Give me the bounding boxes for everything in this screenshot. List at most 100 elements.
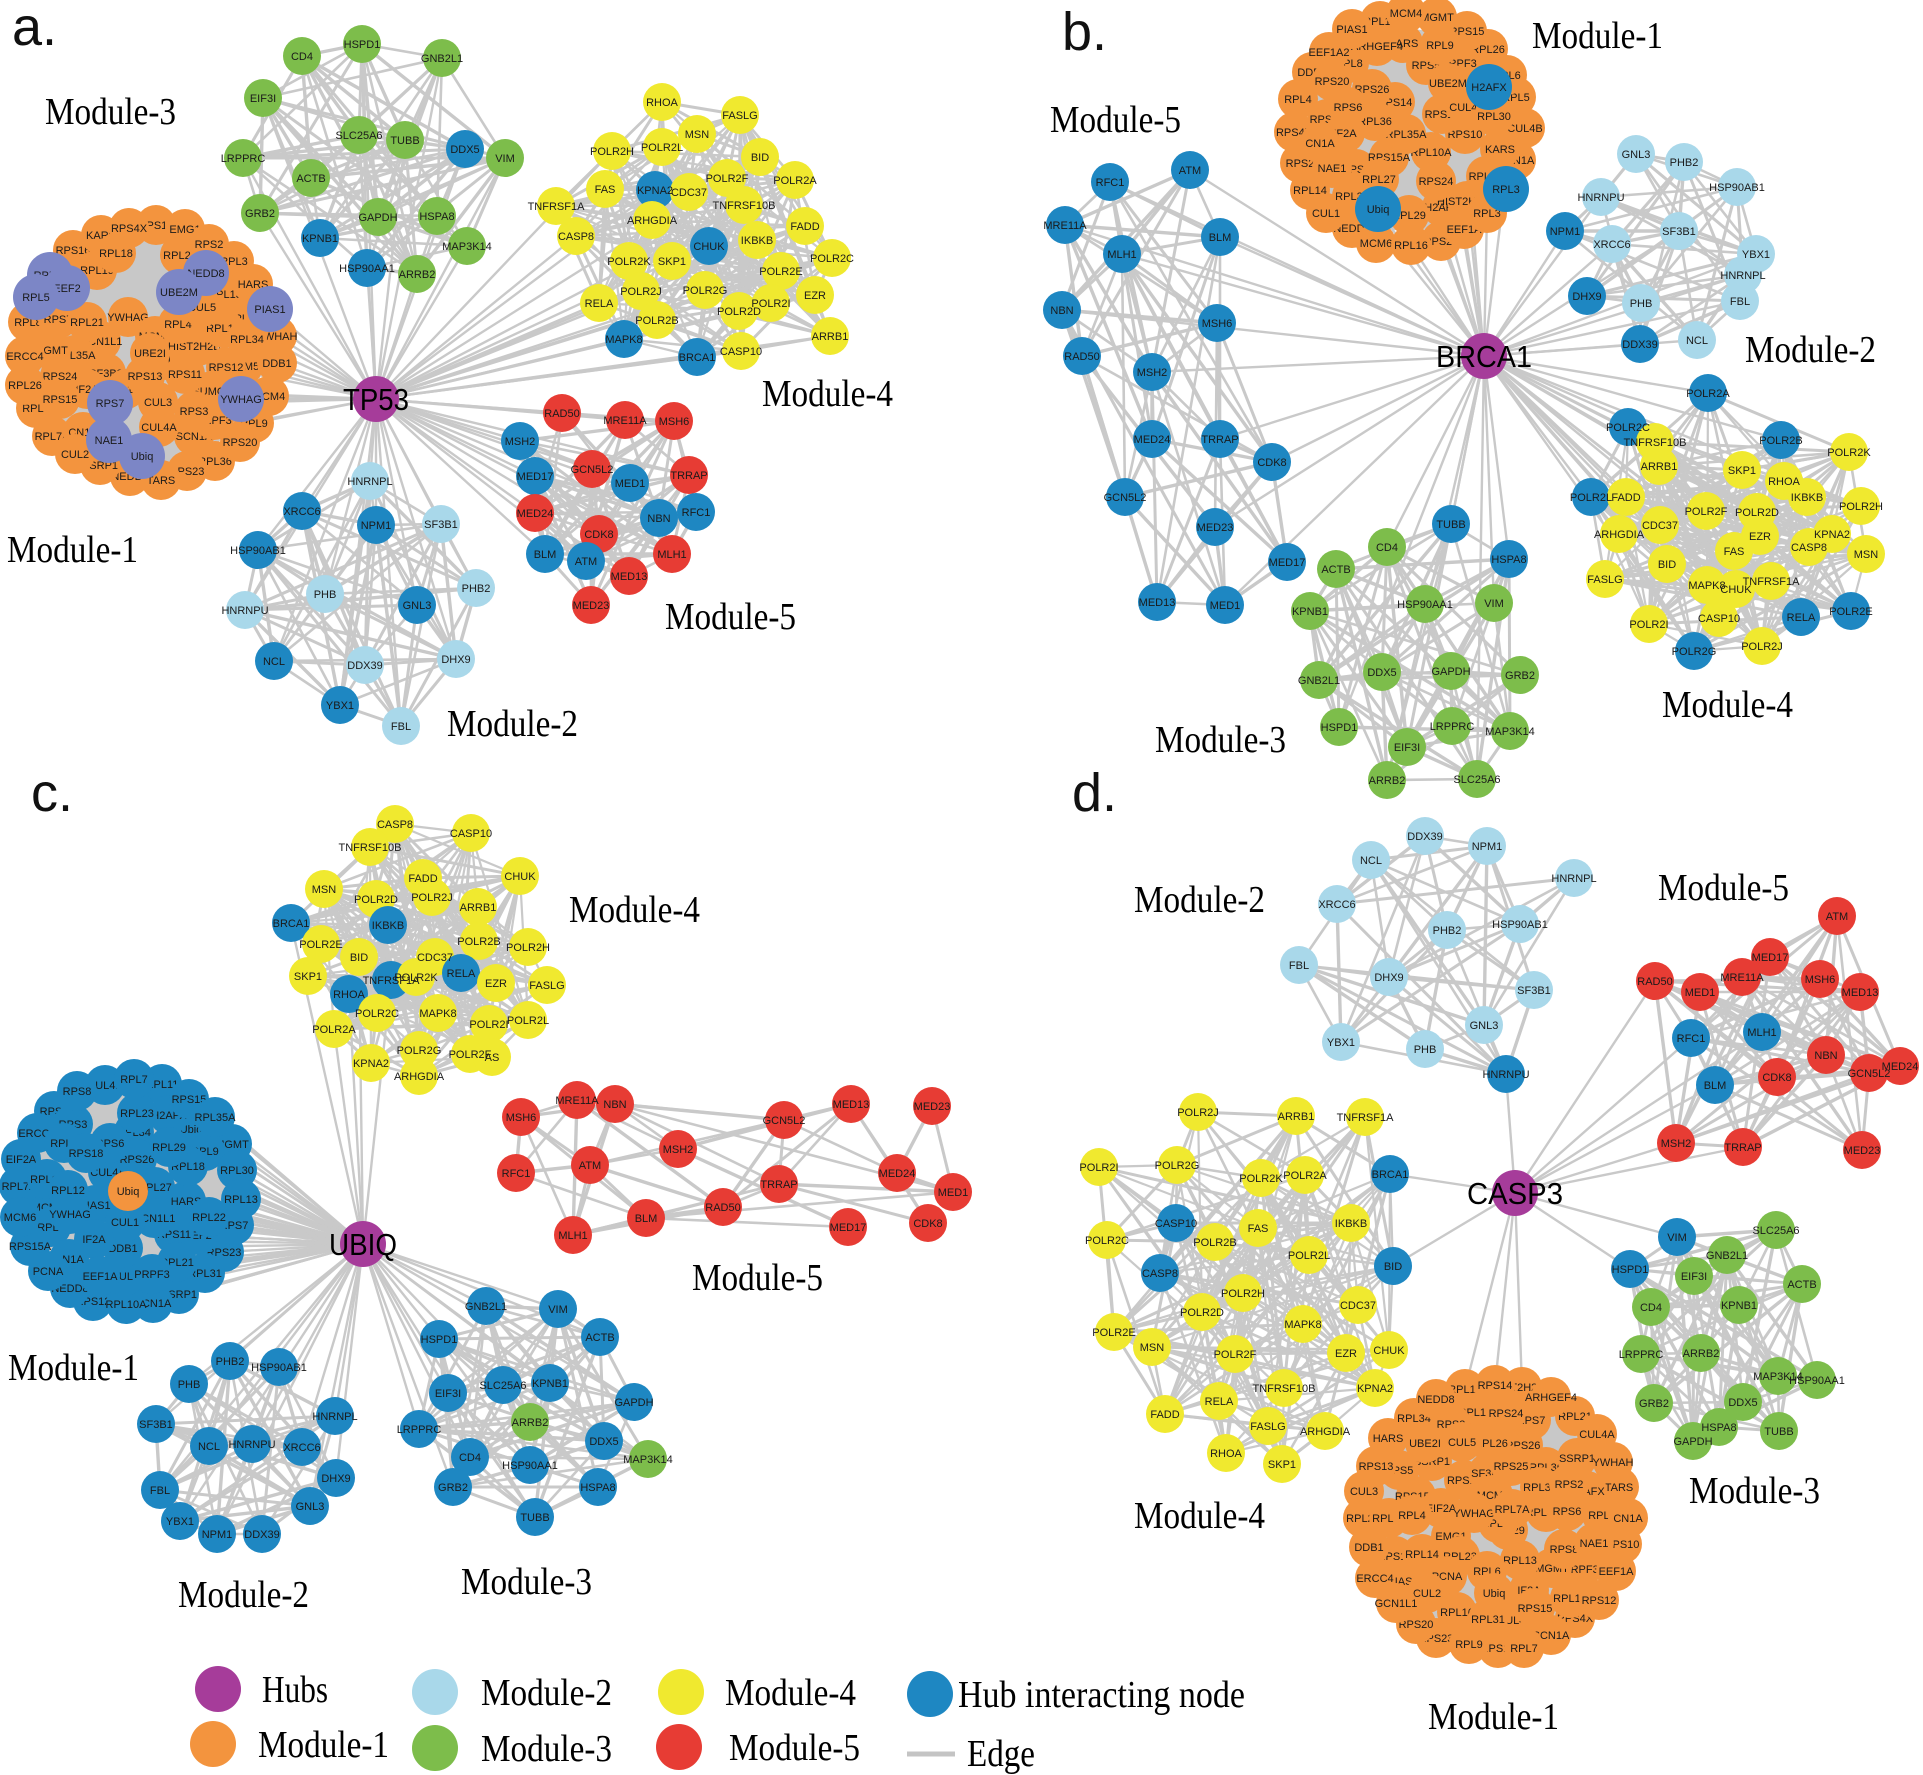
svg-text:RAD50: RAD50 xyxy=(1064,351,1099,363)
svg-text:PHB2: PHB2 xyxy=(216,1356,245,1368)
svg-text:NBN: NBN xyxy=(603,1099,626,1111)
svg-text:KPNA2: KPNA2 xyxy=(1814,529,1850,541)
svg-text:RPL10A: RPL10A xyxy=(1411,147,1453,159)
svg-text:IF2A: IF2A xyxy=(82,1234,106,1246)
svg-text:DDX39: DDX39 xyxy=(1622,339,1657,351)
svg-text:GRB2: GRB2 xyxy=(1639,1398,1669,1410)
svg-text:Module-2: Module-2 xyxy=(447,703,578,745)
svg-text:MRE11A: MRE11A xyxy=(1720,972,1764,984)
svg-text:c.: c. xyxy=(31,763,73,823)
svg-text:CDK8: CDK8 xyxy=(1762,1072,1791,1084)
svg-text:LRPPRC: LRPPRC xyxy=(1619,1349,1664,1361)
svg-text:POLR2I: POLR2I xyxy=(1079,1162,1118,1174)
svg-text:MSH2: MSH2 xyxy=(663,1144,694,1156)
svg-text:EIF3I: EIF3I xyxy=(250,93,276,105)
svg-text:POLR2C: POLR2C xyxy=(810,253,854,265)
svg-text:EEF1A: EEF1A xyxy=(1599,1566,1635,1578)
svg-text:Module-4: Module-4 xyxy=(1662,684,1793,726)
svg-text:SF3B1: SF3B1 xyxy=(424,519,458,531)
svg-text:HNRNPL: HNRNPL xyxy=(1551,873,1596,885)
svg-text:Module-3: Module-3 xyxy=(45,91,176,133)
svg-text:MAP3K14: MAP3K14 xyxy=(623,1454,673,1466)
svg-text:POLR2E: POLR2E xyxy=(759,266,802,278)
svg-text:ERCC4: ERCC4 xyxy=(6,351,43,363)
svg-text:PCNA: PCNA xyxy=(33,1266,64,1278)
svg-text:RHOA: RHOA xyxy=(1210,1448,1242,1460)
svg-text:HSP90AA1: HSP90AA1 xyxy=(502,1460,558,1472)
svg-text:PHB2: PHB2 xyxy=(1670,157,1699,169)
svg-text:FASLG: FASLG xyxy=(1250,1421,1285,1433)
svg-text:GCN5L2: GCN5L2 xyxy=(763,1115,806,1127)
svg-text:POLR2G: POLR2G xyxy=(683,285,728,297)
svg-text:ARHGDIA: ARHGDIA xyxy=(1300,1426,1351,1438)
svg-text:POLR2C: POLR2C xyxy=(355,1008,399,1020)
svg-text:RHOA: RHOA xyxy=(1768,476,1800,488)
svg-text:RELA: RELA xyxy=(585,298,614,310)
svg-text:ARRB2: ARRB2 xyxy=(512,1417,549,1429)
svg-text:CHUK: CHUK xyxy=(693,241,725,253)
svg-text:Module-2: Module-2 xyxy=(1745,329,1876,371)
svg-text:DDB1: DDB1 xyxy=(262,358,291,370)
svg-text:POLR2K: POLR2K xyxy=(1827,447,1871,459)
svg-text:MSH6: MSH6 xyxy=(659,416,690,428)
svg-text:POLR2D: POLR2D xyxy=(1180,1307,1224,1319)
svg-text:RHOA: RHOA xyxy=(646,97,678,109)
svg-text:GNL3: GNL3 xyxy=(403,600,432,612)
svg-text:RPL36: RPL36 xyxy=(198,456,232,468)
svg-text:Module-1: Module-1 xyxy=(1428,1696,1559,1738)
svg-text:MCM4: MCM4 xyxy=(1390,8,1422,20)
svg-text:BLM: BLM xyxy=(1704,1080,1727,1092)
svg-text:RPS2: RPS2 xyxy=(195,239,224,251)
svg-text:HSP90AB1: HSP90AB1 xyxy=(1709,182,1765,194)
svg-text:BID: BID xyxy=(1384,1261,1402,1273)
svg-text:POLR2K: POLR2K xyxy=(394,972,438,984)
svg-text:KPNA2: KPNA2 xyxy=(1357,1383,1393,1395)
svg-text:RAD50: RAD50 xyxy=(1637,976,1672,988)
svg-text:RPS20: RPS20 xyxy=(1315,76,1350,88)
svg-text:FAS: FAS xyxy=(1248,1223,1269,1235)
svg-text:POLR2G: POLR2G xyxy=(397,1045,442,1057)
svg-text:UBIQ: UBIQ xyxy=(329,1227,397,1262)
svg-text:CASP8: CASP8 xyxy=(558,231,594,243)
svg-text:POLR2H: POLR2H xyxy=(506,942,550,954)
svg-text:RFC1: RFC1 xyxy=(1096,177,1125,189)
svg-text:CASP8: CASP8 xyxy=(1791,542,1827,554)
svg-text:MED23: MED23 xyxy=(914,1101,951,1113)
svg-text:POLR2G: POLR2G xyxy=(1155,1160,1200,1172)
svg-text:KARS: KARS xyxy=(1485,144,1515,156)
svg-text:MED24: MED24 xyxy=(517,508,554,520)
svg-text:GAPDH: GAPDH xyxy=(614,1397,653,1409)
svg-text:RPS15: RPS15 xyxy=(43,394,78,406)
svg-text:HSP90AA1: HSP90AA1 xyxy=(1789,1375,1845,1387)
svg-text:RPL22: RPL22 xyxy=(192,1212,226,1224)
svg-text:UBE2I: UBE2I xyxy=(1409,1438,1441,1450)
svg-text:HNRNPU: HNRNPU xyxy=(1482,1069,1529,1081)
svg-text:TNFRSF1A: TNFRSF1A xyxy=(528,201,586,213)
svg-text:CASP3: CASP3 xyxy=(1467,1176,1563,1211)
svg-text:DHX9: DHX9 xyxy=(441,654,470,666)
svg-text:NCL: NCL xyxy=(263,656,285,668)
svg-text:RPS24: RPS24 xyxy=(1419,176,1454,188)
svg-text:SKP1: SKP1 xyxy=(1728,465,1756,477)
svg-text:RPL5: RPL5 xyxy=(22,292,50,304)
svg-text:YBX1: YBX1 xyxy=(1327,1037,1355,1049)
svg-text:GNB2L1: GNB2L1 xyxy=(1298,675,1340,687)
svg-text:HSP90AA1: HSP90AA1 xyxy=(339,263,395,275)
svg-text:IKBKB: IKBKB xyxy=(372,920,404,932)
svg-text:MED13: MED13 xyxy=(611,571,648,583)
svg-text:Module-3: Module-3 xyxy=(1689,1470,1820,1512)
svg-text:TRRAP: TRRAP xyxy=(1201,434,1238,446)
svg-text:MED1: MED1 xyxy=(615,478,646,490)
svg-text:SF3B1: SF3B1 xyxy=(1662,226,1696,238)
svg-text:POLR2D: POLR2D xyxy=(354,894,398,906)
svg-text:MED17: MED17 xyxy=(830,1222,867,1234)
svg-text:GNB2L1: GNB2L1 xyxy=(465,1301,507,1313)
svg-text:RPS26: RPS26 xyxy=(120,1154,155,1166)
svg-text:Module-1: Module-1 xyxy=(1532,15,1663,57)
svg-text:NPM1: NPM1 xyxy=(1472,841,1503,853)
svg-text:POLR2A: POLR2A xyxy=(312,1024,356,1036)
svg-text:POLR2F: POLR2F xyxy=(706,173,749,185)
svg-text:IKBKB: IKBKB xyxy=(1335,1218,1367,1230)
svg-text:TUBB: TUBB xyxy=(390,135,419,147)
svg-text:ACTB: ACTB xyxy=(296,173,325,185)
